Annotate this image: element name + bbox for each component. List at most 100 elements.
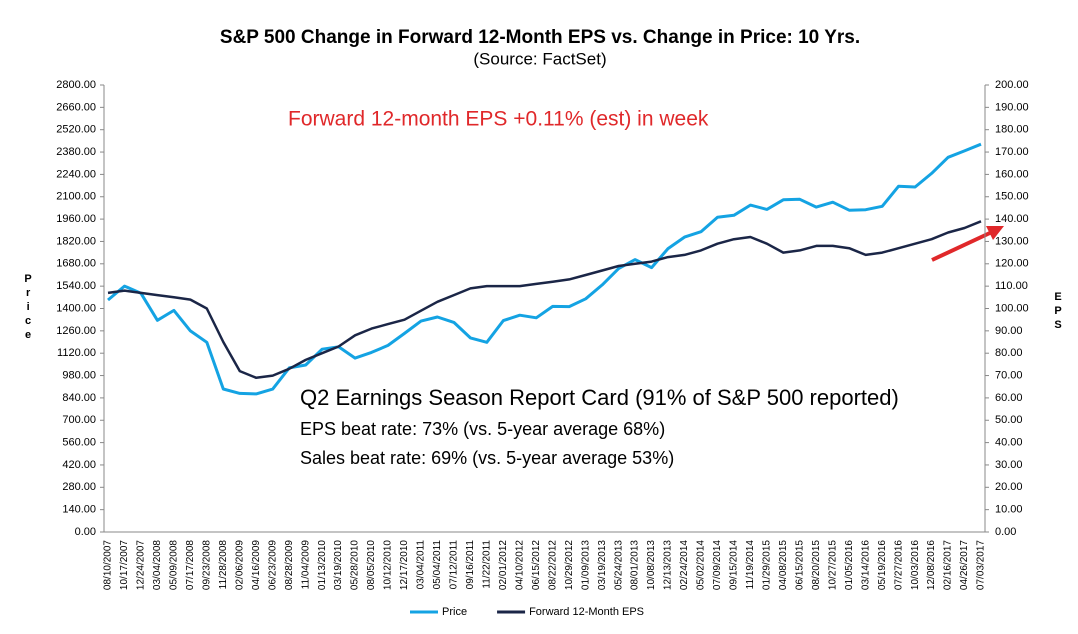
x-tick-label: 08/10/2007 <box>103 540 114 590</box>
x-tick-label: 03/04/2011 <box>416 540 427 590</box>
x-tick-label: 02/24/2014 <box>679 540 690 590</box>
y2-tick-label: 170.00 <box>995 146 1029 158</box>
y2-tick-label: 30.00 <box>995 459 1023 471</box>
x-tick-label: 10/08/2013 <box>646 540 657 590</box>
x-tick-label: 07/12/2011 <box>449 540 460 590</box>
x-tick-label: 05/19/2016 <box>877 540 888 590</box>
x-tick-label: 11/04/2009 <box>300 540 311 590</box>
annotation: EPS beat rate: 73% (vs. 5-year average 6… <box>300 419 665 439</box>
x-tick-label: 12/24/2007 <box>136 540 147 590</box>
x-tick-label: 07/17/2008 <box>185 540 196 590</box>
y-tick-label: 2660.00 <box>56 101 96 113</box>
y-tick-label: 2520.00 <box>56 124 96 136</box>
x-tick-label: 02/06/2009 <box>234 540 245 590</box>
y2-tick-label: 200.00 <box>995 79 1029 91</box>
x-tick-label: 02/01/2012 <box>498 540 509 590</box>
x-tick-label: 04/08/2015 <box>778 540 789 590</box>
y2-tick-label: 70.00 <box>995 369 1023 381</box>
x-tick-label: 01/29/2015 <box>762 540 773 590</box>
x-tick-label: 08/01/2013 <box>630 540 641 590</box>
x-tick-label: 08/28/2009 <box>284 540 295 590</box>
x-tick-label: 09/23/2008 <box>201 540 212 590</box>
y2-tick-label: 150.00 <box>995 191 1029 203</box>
x-tick-label: 03/14/2016 <box>860 540 871 590</box>
x-tick-label: 10/03/2016 <box>910 540 921 590</box>
x-tick-label: 08/20/2015 <box>811 540 822 590</box>
y-tick-label: 280.00 <box>62 481 96 493</box>
y2-tick-label: 130.00 <box>995 235 1029 247</box>
x-tick-label: 03/19/2013 <box>597 540 608 590</box>
x-tick-label: 05/09/2008 <box>169 540 180 590</box>
x-tick-label: 05/24/2013 <box>613 540 624 590</box>
x-tick-label: 07/03/2017 <box>976 540 987 590</box>
y-tick-label: 1120.00 <box>57 347 96 359</box>
y2-tick-label: 120.00 <box>995 258 1029 270</box>
x-tick-label: 04/26/2017 <box>959 540 970 590</box>
y-tick-label: 2100.00 <box>56 191 96 203</box>
x-tick-label: 01/09/2013 <box>580 540 591 590</box>
y-tick-label: 2240.00 <box>56 168 96 180</box>
y2-tick-label: 90.00 <box>995 325 1023 337</box>
x-tick-label: 03/04/2008 <box>152 540 163 590</box>
y2-tick-label: 110.00 <box>995 280 1028 292</box>
x-tick-label: 11/28/2008 <box>218 540 229 590</box>
x-tick-label: 10/27/2015 <box>827 540 838 590</box>
x-tick-label: 11/22/2011 <box>481 540 492 589</box>
y2-tick-label: 20.00 <box>995 481 1023 493</box>
y2-tick-label: 40.00 <box>995 437 1023 449</box>
y-tick-label: 700.00 <box>62 414 96 426</box>
x-tick-label: 02/16/2017 <box>943 540 954 590</box>
y2-axis-title: EPS <box>1052 291 1064 333</box>
y-tick-label: 1260.00 <box>56 325 96 337</box>
y-tick-label: 1540.00 <box>56 280 96 292</box>
series-line <box>107 142 982 396</box>
x-tick-label: 01/13/2010 <box>317 540 328 590</box>
x-tick-label: 06/15/2012 <box>531 540 542 590</box>
x-tick-label: 05/04/2011 <box>432 540 443 590</box>
x-tick-label: 05/28/2010 <box>350 540 361 590</box>
x-tick-label: 07/27/2016 <box>893 540 904 590</box>
y-tick-label: 980.00 <box>62 369 96 381</box>
y2-tick-label: 50.00 <box>995 414 1023 426</box>
legend-label: Price <box>442 606 467 618</box>
y2-tick-label: 180.00 <box>995 124 1029 136</box>
x-tick-label: 12/17/2010 <box>399 540 410 590</box>
legend-label: Forward 12-Month EPS <box>529 606 644 618</box>
x-tick-label: 01/05/2016 <box>844 540 855 590</box>
y2-tick-label: 140.00 <box>995 213 1029 225</box>
x-tick-label: 10/29/2012 <box>564 540 575 590</box>
y2-tick-label: 190.00 <box>995 101 1029 113</box>
x-tick-label: 04/16/2009 <box>251 540 262 590</box>
y-axis-title: Price <box>22 273 34 343</box>
y-tick-label: 140.00 <box>62 504 96 516</box>
x-tick-label: 12/08/2016 <box>926 540 937 590</box>
y-tick-label: 2800.00 <box>56 79 96 91</box>
y2-tick-label: 80.00 <box>995 347 1023 359</box>
x-tick-label: 05/02/2014 <box>696 540 707 590</box>
y-tick-label: 840.00 <box>62 392 96 404</box>
x-tick-label: 06/15/2015 <box>794 540 805 590</box>
x-tick-label: 09/16/2011 <box>465 540 476 590</box>
x-tick-label: 10/12/2010 <box>383 540 394 590</box>
arrow-shaft <box>931 230 993 262</box>
x-tick-label: 08/05/2010 <box>366 540 377 590</box>
y2-tick-label: 0.00 <box>995 526 1016 538</box>
y2-tick-label: 10.00 <box>995 504 1023 516</box>
y-tick-label: 560.00 <box>62 437 96 449</box>
y2-tick-label: 160.00 <box>995 168 1029 180</box>
annotation: Sales beat rate: 69% (vs. 5-year average… <box>300 448 674 468</box>
y-tick-label: 1820.00 <box>56 235 96 247</box>
x-tick-label: 11/19/2014 <box>745 540 756 590</box>
x-tick-label: 03/19/2010 <box>333 540 344 590</box>
y2-tick-label: 100.00 <box>995 302 1029 314</box>
y-tick-label: 1680.00 <box>56 258 96 270</box>
y-tick-label: 2380.00 <box>56 146 96 158</box>
annotation: Q2 Earnings Season Report Card (91% of S… <box>300 385 899 410</box>
series-line <box>107 220 982 380</box>
y2-tick-label: 60.00 <box>995 392 1023 404</box>
annotation: Forward 12-month EPS +0.11% (est) in wee… <box>288 108 709 131</box>
y-tick-label: 420.00 <box>62 459 96 471</box>
x-tick-label: 10/17/2007 <box>119 540 130 590</box>
arrow-head <box>986 226 1004 240</box>
